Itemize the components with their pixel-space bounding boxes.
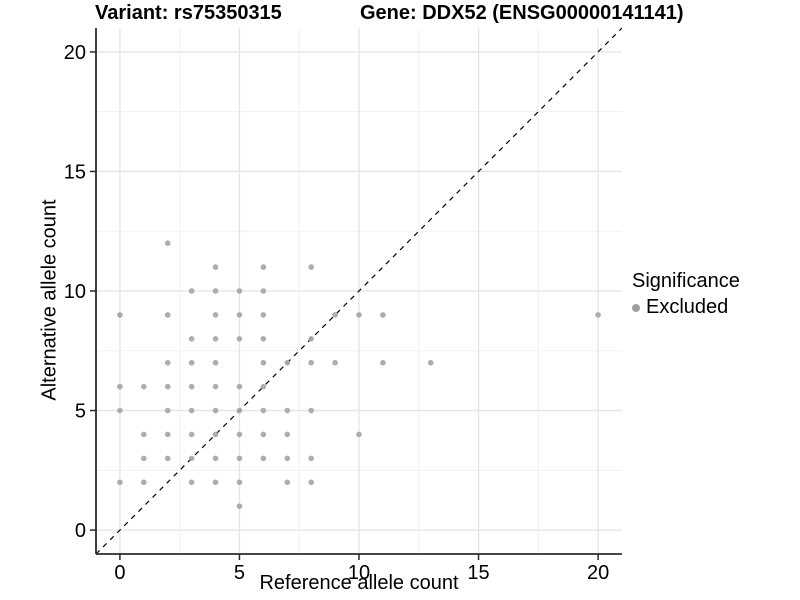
data-point	[308, 264, 314, 270]
data-point	[236, 312, 243, 318]
data-point	[188, 431, 195, 438]
data-point	[188, 455, 195, 462]
data-point	[117, 383, 123, 390]
data-point	[212, 359, 219, 366]
data-point	[260, 383, 267, 390]
y-axis-title: Alternative allele count	[38, 199, 61, 401]
data-point	[284, 455, 291, 462]
plot-title-gene: Gene: DDX52 (ENSG00000141141)	[360, 2, 684, 24]
data-point	[260, 407, 267, 414]
data-point	[212, 407, 219, 414]
data-point	[212, 479, 219, 486]
data-point	[164, 383, 171, 390]
identity-line	[95, 27, 623, 555]
data-point	[164, 431, 171, 438]
data-point	[212, 336, 219, 342]
data-point	[332, 359, 338, 366]
data-point	[236, 479, 243, 486]
data-point	[427, 359, 434, 366]
data-point	[236, 288, 243, 294]
legend-title: Significance	[632, 270, 740, 292]
data-point	[284, 359, 291, 366]
y-tick-label: 15	[64, 161, 86, 183]
data-point	[308, 455, 314, 462]
data-point	[188, 359, 195, 366]
data-point	[284, 479, 291, 486]
data-point	[236, 407, 243, 414]
data-point	[141, 431, 147, 438]
data-point	[212, 455, 219, 462]
data-point	[117, 312, 123, 318]
legend-point-icon	[632, 303, 640, 312]
x-axis-title: Reference allele count	[259, 572, 459, 594]
data-point	[308, 359, 314, 366]
data-point	[164, 407, 171, 414]
x-tick-label: 15	[467, 562, 489, 584]
data-point	[332, 312, 338, 318]
data-point	[141, 383, 147, 390]
data-point	[212, 264, 219, 270]
data-point	[308, 479, 314, 486]
data-point	[284, 407, 291, 414]
legend: Significance Excluded	[632, 270, 740, 319]
x-tick-label: 0	[114, 562, 125, 584]
legend-entry-label: Excluded	[646, 296, 729, 318]
data-point	[212, 383, 219, 390]
data-point	[236, 383, 243, 390]
data-point	[260, 359, 267, 366]
data-point	[188, 407, 195, 414]
data-point	[164, 455, 171, 462]
x-tick-label: 10	[348, 562, 370, 584]
data-point	[236, 431, 243, 438]
data-point	[260, 264, 267, 270]
data-point	[284, 431, 291, 438]
data-point	[188, 479, 195, 486]
x-tick-label: 5	[234, 562, 245, 584]
data-point	[212, 431, 219, 438]
y-tick-label: 20	[64, 42, 86, 64]
data-point	[141, 479, 147, 486]
data-point	[356, 431, 362, 438]
data-point	[260, 336, 267, 342]
data-point	[164, 359, 171, 366]
data-point	[188, 288, 195, 294]
data-point	[236, 503, 243, 509]
data-point	[356, 312, 362, 318]
x-tick-label: 20	[587, 562, 609, 584]
data-point	[260, 288, 267, 294]
data-point	[260, 312, 267, 318]
data-point	[236, 455, 243, 462]
data-point	[117, 407, 123, 414]
data-point	[380, 312, 386, 318]
y-tick-label: 0	[75, 520, 86, 542]
data-point	[212, 312, 219, 318]
data-point	[164, 312, 171, 318]
y-tick-label: 10	[64, 281, 86, 303]
data-point	[260, 455, 267, 462]
y-tick-label: 5	[75, 401, 86, 423]
data-point	[164, 240, 171, 246]
data-point	[188, 383, 195, 390]
data-point	[141, 455, 147, 462]
data-point	[188, 336, 195, 342]
data-point	[308, 407, 314, 414]
data-point	[236, 336, 243, 342]
data-point	[595, 312, 601, 318]
data-point	[260, 431, 267, 438]
data-point	[308, 336, 314, 342]
data-point	[117, 479, 123, 486]
data-point	[212, 288, 219, 294]
plot-title-variant: Variant: rs75350315	[95, 2, 282, 24]
legend-entry-excluded: Excluded	[632, 296, 740, 319]
data-point	[380, 359, 386, 366]
